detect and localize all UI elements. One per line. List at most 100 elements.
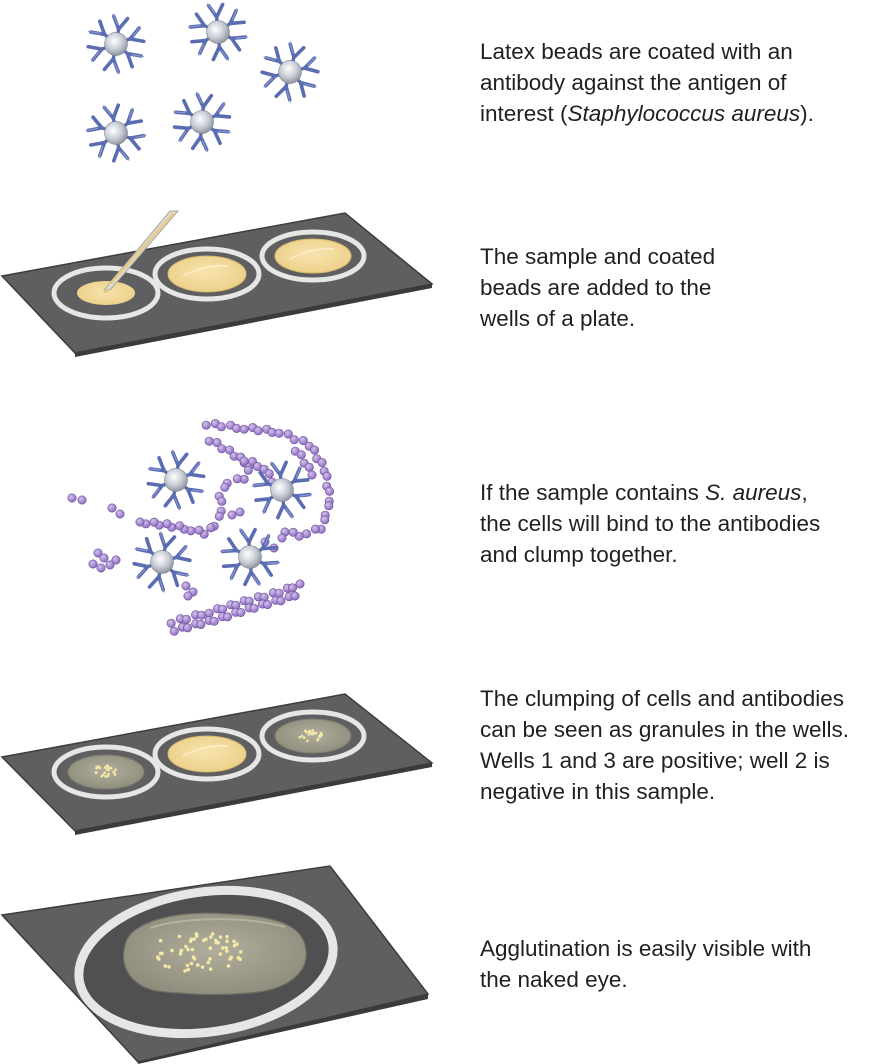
granule	[216, 940, 220, 945]
cell	[232, 474, 242, 484]
beads-binding-cells	[67, 419, 335, 636]
granule	[228, 957, 232, 961]
granule	[184, 944, 188, 949]
cell	[276, 596, 286, 606]
granule	[158, 938, 163, 943]
granule	[206, 960, 211, 965]
granule	[235, 942, 239, 946]
granule	[319, 731, 323, 735]
cell	[277, 533, 287, 543]
cell	[194, 525, 204, 535]
granule	[170, 948, 174, 953]
granule	[214, 938, 218, 943]
cell	[317, 458, 327, 468]
granule	[185, 963, 190, 968]
caption-text: negative in this sample.	[480, 779, 716, 804]
granule	[192, 937, 196, 941]
coated-latex-beads	[82, 1, 325, 167]
cell	[304, 462, 314, 472]
cell	[220, 482, 230, 492]
step-1-caption: Latex beads are coated with an antibody a…	[480, 36, 890, 129]
caption-text: The sample and coated	[480, 244, 716, 269]
cell	[236, 608, 246, 618]
italic-species-name: S. aureus	[705, 480, 802, 505]
cell	[217, 444, 227, 454]
granule	[167, 965, 171, 969]
granule	[158, 951, 163, 956]
cell	[239, 456, 249, 466]
granule	[106, 764, 109, 767]
cell	[183, 591, 193, 601]
caption-line: If the sample contains S. aureus,	[480, 477, 890, 508]
caption-line: antibody against the antigen of	[480, 67, 890, 98]
caption-text: can be seen as granules in the wells.	[480, 717, 849, 742]
granule	[300, 734, 304, 738]
cell	[325, 486, 335, 496]
caption-text: The clumping of cells and antibodies	[480, 686, 844, 711]
cell	[96, 563, 106, 573]
cell	[204, 436, 214, 446]
cell	[249, 603, 259, 613]
granule	[218, 952, 223, 956]
granule	[209, 935, 213, 939]
granule	[236, 955, 241, 960]
granule	[224, 946, 228, 950]
coated-bead	[186, 1, 249, 64]
step-3-caption: If the sample contains S. aureus, the cel…	[480, 477, 890, 570]
granule	[103, 771, 106, 775]
coated-bead	[254, 36, 325, 107]
granule	[310, 732, 313, 736]
coated-bead	[170, 91, 233, 154]
cell	[67, 493, 77, 503]
coated-bead	[219, 526, 281, 588]
caption-text: Wells 1 and 3 are positive; well 2 is	[480, 748, 830, 773]
caption-text: ).	[800, 101, 814, 126]
granule	[107, 768, 110, 771]
cell	[149, 517, 159, 527]
granule	[113, 771, 116, 774]
granule	[316, 739, 319, 742]
granule	[210, 932, 215, 936]
granule	[225, 949, 229, 953]
cell	[239, 424, 249, 434]
well-2-negative	[152, 726, 262, 782]
cell	[214, 511, 224, 521]
granule	[95, 766, 99, 770]
caption-text: Latex beads are coated with an	[480, 39, 793, 64]
cell	[111, 555, 121, 565]
granule	[218, 935, 223, 939]
granule	[225, 934, 229, 939]
cell	[162, 519, 172, 529]
cell	[107, 503, 117, 513]
step-4-caption: The clumping of cells and antibodies can …	[480, 683, 890, 807]
cell	[310, 445, 320, 455]
step-5-caption: Agglutination is easily visible with the …	[480, 933, 890, 995]
granule	[190, 947, 195, 952]
granule	[98, 766, 102, 770]
granule	[195, 934, 199, 938]
cell	[77, 495, 87, 505]
cell	[243, 465, 253, 475]
cell	[175, 521, 185, 531]
granule	[220, 946, 225, 950]
granule	[106, 774, 109, 778]
granule	[186, 947, 190, 952]
granule	[311, 729, 315, 732]
granule	[318, 734, 321, 738]
granule	[232, 943, 237, 948]
plate-sample-added	[0, 210, 434, 357]
granule	[107, 772, 110, 776]
cell	[216, 422, 226, 432]
caption-text: beads are added to the	[480, 275, 712, 300]
granule	[179, 948, 184, 953]
cell	[295, 579, 305, 589]
granule	[114, 768, 117, 771]
cell	[209, 616, 219, 626]
granule	[208, 957, 212, 961]
cell	[263, 600, 273, 610]
caption-line: interest (Staphylococcus aureus).	[480, 98, 890, 129]
granule	[201, 938, 206, 943]
cell	[264, 469, 274, 479]
caption-text: the cells will bind to the antibodies	[480, 511, 821, 536]
granule	[305, 730, 308, 734]
